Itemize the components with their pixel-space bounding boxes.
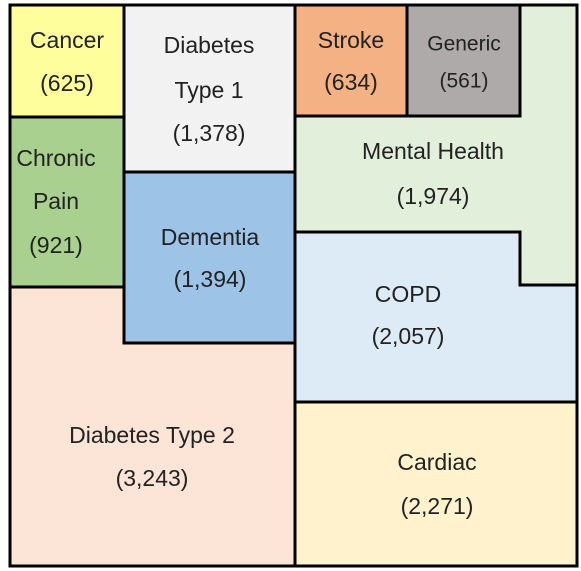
region-label: Type 1 bbox=[174, 77, 243, 103]
cardiac-cell bbox=[293, 400, 579, 568]
region-label: Diabetes Type 2 bbox=[69, 422, 235, 448]
cancer-cell bbox=[8, 3, 126, 119]
region-label: Diabetes bbox=[164, 32, 255, 58]
region-count: (921) bbox=[29, 232, 83, 258]
region-count: (1,974) bbox=[397, 183, 470, 209]
generic-cell bbox=[405, 3, 522, 118]
dementia-cell bbox=[122, 170, 297, 345]
region-count: (1,394) bbox=[174, 266, 247, 292]
region-count: (634) bbox=[324, 69, 378, 95]
stroke-cell bbox=[293, 3, 409, 118]
region-count: (2,057) bbox=[372, 323, 445, 349]
region-label: Cancer bbox=[30, 27, 104, 53]
region-label: Generic bbox=[427, 33, 501, 56]
region-label: Chronic bbox=[16, 145, 95, 171]
region-count: (2,271) bbox=[401, 493, 474, 519]
region-count: (625) bbox=[40, 70, 94, 96]
region-count: (561) bbox=[439, 70, 488, 93]
region-label: Stroke bbox=[318, 27, 384, 53]
region-label: Pain bbox=[33, 188, 79, 214]
region-count: (3,243) bbox=[116, 465, 189, 491]
region-label: Dementia bbox=[161, 224, 260, 250]
region-label: COPD bbox=[375, 281, 441, 307]
region-label: Mental Health bbox=[362, 138, 504, 164]
region-label: Cardiac bbox=[397, 449, 476, 475]
region-count: (1,378) bbox=[173, 120, 246, 146]
